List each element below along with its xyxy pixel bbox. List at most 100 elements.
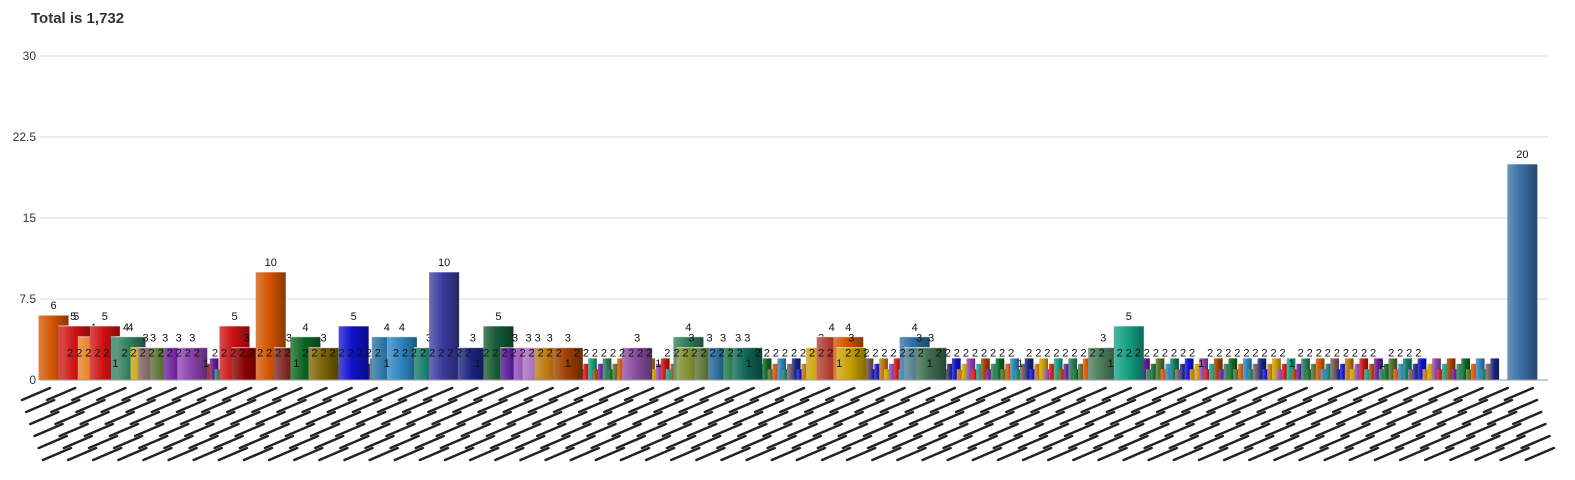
data-label: 4	[845, 322, 851, 334]
data-label: 2	[158, 347, 164, 359]
bar	[1437, 369, 1446, 380]
x-tick-label	[552, 398, 584, 414]
x-tick-label	[1352, 386, 1384, 402]
x-tick-label	[1281, 398, 1313, 414]
data-label: 2	[311, 347, 317, 359]
bar	[1427, 363, 1437, 380]
x-tick-label	[1063, 422, 1095, 438]
x-tick-label	[393, 446, 425, 462]
bar	[1461, 358, 1470, 380]
data-label: 2	[737, 347, 743, 359]
x-tick-label	[230, 410, 261, 426]
x-tick-label	[1093, 434, 1124, 450]
x-tick-label	[1231, 398, 1262, 414]
x-tick-label	[460, 422, 492, 438]
data-label: 3	[244, 333, 250, 345]
x-tick-label	[1495, 434, 1526, 450]
bar	[947, 363, 956, 380]
data-label: 5	[102, 311, 108, 323]
x-tick-label	[603, 398, 634, 414]
data-label: 2	[628, 347, 634, 359]
x-tick-label	[1365, 422, 1396, 438]
data-label: 2	[366, 347, 372, 359]
data-label: 2	[67, 347, 73, 359]
x-tick-label	[657, 410, 688, 426]
data-label: 2	[221, 347, 227, 359]
x-tick-label	[1319, 434, 1350, 450]
bar	[1373, 358, 1383, 380]
data-label: 2	[728, 347, 734, 359]
x-tick-label	[1122, 446, 1153, 462]
data-label: 2	[827, 347, 833, 359]
x-tick-label	[209, 422, 240, 438]
data-label: 2	[700, 347, 706, 359]
data-label: 2	[755, 347, 761, 359]
x-tick-label	[1411, 410, 1442, 426]
data-label: 2	[1071, 347, 1077, 359]
x-tick-label	[753, 398, 785, 414]
x-tick-label	[288, 434, 320, 450]
data-label: 2	[999, 347, 1005, 359]
x-tick-label	[1386, 410, 1417, 426]
x-tick-label	[276, 398, 307, 414]
x-tick-label	[594, 446, 626, 462]
x-tick-label	[774, 386, 806, 402]
x-tick-label	[1407, 398, 1438, 414]
data-label: 2	[1261, 347, 1267, 359]
bar	[429, 272, 460, 380]
data-label: 2	[320, 347, 326, 359]
bar	[1349, 369, 1359, 380]
x-tick-label	[1067, 434, 1099, 450]
x-tick-label	[950, 386, 982, 402]
data-label: 1	[1379, 358, 1385, 370]
bar	[864, 358, 874, 380]
data-label: 2	[881, 347, 887, 359]
data-label: 2	[194, 347, 200, 359]
data-label: 2	[375, 347, 381, 359]
bar	[592, 369, 602, 380]
x-tick-label	[762, 422, 793, 438]
bar	[971, 369, 981, 380]
x-tick-label	[200, 398, 232, 414]
x-tick-label	[37, 434, 69, 450]
x-tick-label	[980, 398, 1011, 414]
data-label: 5	[351, 311, 357, 323]
x-tick-label	[1139, 422, 1170, 438]
x-tick-label	[1118, 434, 1149, 450]
data-label: 2	[1080, 347, 1086, 359]
data-label: 4	[399, 322, 405, 334]
x-tick-label	[167, 446, 198, 462]
x-tick-label	[54, 410, 85, 426]
data-label: 4	[685, 322, 691, 334]
data-label: 2	[1144, 347, 1150, 359]
bar	[1451, 369, 1461, 380]
bar	[1446, 358, 1456, 380]
x-tick-label	[531, 410, 563, 426]
x-tick-label	[577, 398, 609, 414]
data-label: 3	[526, 333, 532, 345]
data-label: 2	[239, 347, 245, 359]
x-tick-label	[372, 386, 404, 402]
bar	[1082, 358, 1092, 380]
data-label: 2	[972, 347, 978, 359]
x-tick-label	[410, 422, 441, 438]
x-tick-label	[368, 446, 399, 462]
data-label: 2	[429, 347, 435, 359]
x-tick-label	[933, 410, 965, 426]
bar	[552, 347, 583, 380]
data-label: 1	[746, 358, 752, 370]
x-tick-label	[1168, 434, 1200, 450]
x-tick-label	[502, 398, 533, 414]
bar	[1306, 369, 1315, 380]
x-tick-label	[971, 446, 1003, 462]
bar	[607, 369, 617, 380]
x-tick-label	[1227, 386, 1258, 402]
x-tick-label	[1361, 410, 1392, 426]
bar	[1179, 363, 1189, 380]
data-label: 3	[162, 333, 168, 345]
data-label: 2	[719, 347, 725, 359]
x-tick-label	[946, 446, 977, 462]
x-tick-label	[1185, 410, 1216, 426]
x-tick-label	[808, 410, 839, 426]
bar	[1257, 358, 1267, 380]
